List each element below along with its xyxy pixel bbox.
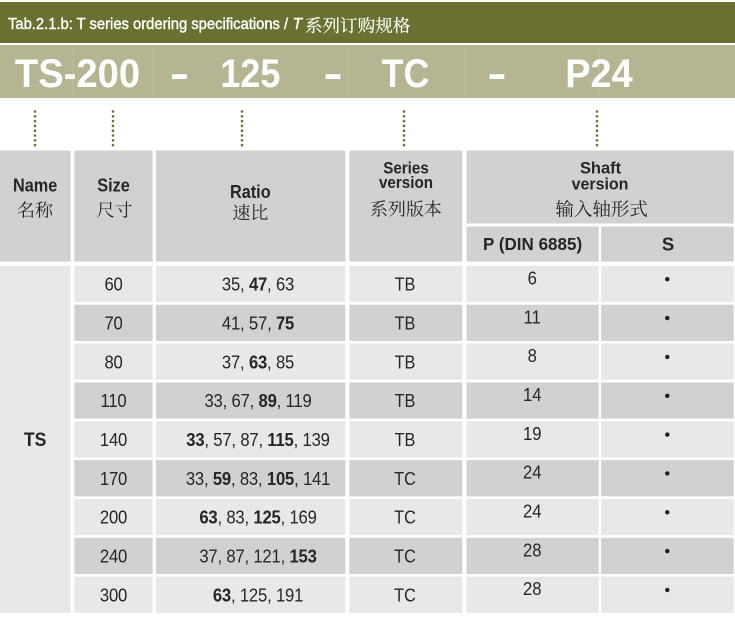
svg-text:125: 125 — [220, 53, 280, 97]
svg-text:37, 87, 121, 153: 37, 87, 121, 153 — [199, 546, 317, 567]
svg-text:Size: Size — [97, 175, 130, 196]
svg-text:11: 11 — [524, 306, 541, 327]
svg-text:Ratio: Ratio — [230, 181, 271, 202]
svg-text:version: version — [379, 173, 433, 192]
svg-text:240: 240 — [100, 546, 128, 567]
svg-text:-: - — [487, 51, 506, 96]
svg-text:TB: TB — [395, 274, 416, 295]
svg-text:TS: TS — [24, 428, 47, 450]
svg-text:300: 300 — [100, 585, 128, 606]
svg-text:TC: TC — [382, 53, 430, 97]
svg-text:TB: TB — [395, 429, 416, 450]
svg-text:110: 110 — [101, 390, 127, 411]
svg-text:28: 28 — [523, 540, 542, 561]
svg-text:33, 57, 87, 115, 139: 33, 57, 87, 115, 139 — [186, 429, 329, 450]
svg-text:33, 67, 89, 119: 33, 67, 89, 119 — [204, 390, 311, 411]
svg-text:TC: TC — [394, 468, 416, 489]
svg-text:Shaft: Shaft — [580, 158, 622, 177]
svg-text:-: - — [323, 51, 342, 96]
svg-text:28: 28 — [523, 578, 542, 599]
svg-text:14: 14 — [523, 384, 542, 405]
svg-text:24: 24 — [523, 501, 542, 522]
svg-text:P24: P24 — [565, 52, 633, 96]
svg-text:TC: TC — [394, 584, 416, 605]
svg-text:-: - — [170, 51, 189, 96]
svg-text:TB: TB — [395, 390, 416, 411]
svg-text:35, 47, 63: 35, 47, 63 — [222, 274, 294, 295]
svg-text:24: 24 — [523, 462, 542, 483]
svg-text:140: 140 — [100, 429, 128, 450]
svg-text:P (DIN 6885): P (DIN 6885) — [483, 234, 582, 255]
svg-text:TC: TC — [394, 507, 416, 528]
svg-text:TC: TC — [394, 546, 416, 567]
svg-text:8: 8 — [528, 345, 537, 366]
svg-text:33, 59, 83, 105, 141: 33, 59, 83, 105, 141 — [186, 468, 330, 489]
svg-text:170: 170 — [100, 468, 128, 489]
svg-text:19: 19 — [523, 423, 542, 444]
svg-text:200: 200 — [100, 507, 128, 528]
svg-text:T: T — [293, 16, 304, 33]
svg-text:version: version — [572, 175, 629, 194]
svg-text:60: 60 — [104, 274, 123, 295]
svg-text:41, 57, 75: 41, 57, 75 — [222, 313, 295, 334]
svg-text:TB: TB — [395, 351, 416, 372]
svg-text:Tab.2.1.b: T series ordering s: Tab.2.1.b: T series ordering specificati… — [8, 16, 289, 33]
svg-text:63, 125, 191: 63, 125, 191 — [213, 585, 303, 606]
svg-text:6: 6 — [528, 268, 537, 289]
svg-text:TS-200: TS-200 — [15, 52, 140, 96]
svg-text:80: 80 — [104, 351, 123, 372]
svg-text:Name: Name — [13, 175, 58, 196]
svg-text:Series: Series — [383, 159, 429, 178]
svg-text:37, 63, 85: 37, 63, 85 — [222, 351, 295, 372]
svg-text:TB: TB — [395, 313, 416, 334]
svg-text:63, 83, 125, 169: 63, 83, 125, 169 — [199, 507, 316, 528]
svg-text:S: S — [662, 234, 674, 255]
svg-text:70: 70 — [104, 313, 123, 334]
